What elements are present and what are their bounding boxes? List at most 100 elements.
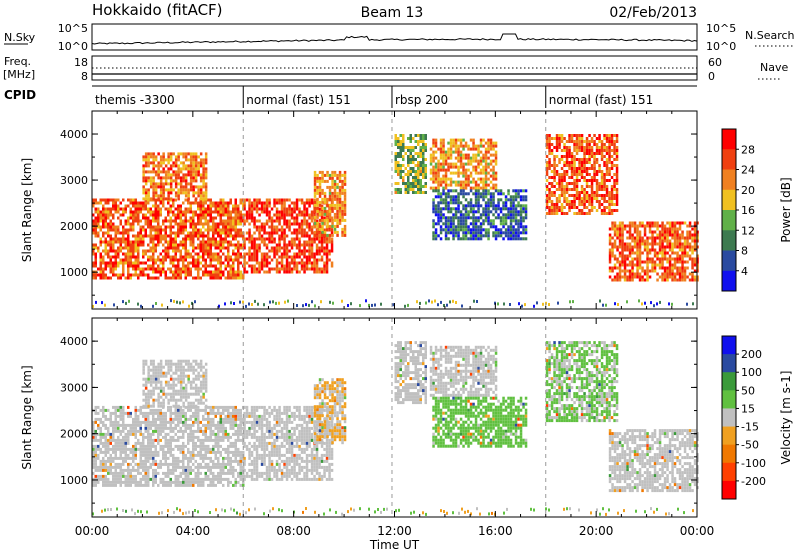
echo-cell bbox=[666, 242, 669, 246]
echo-cell bbox=[613, 245, 617, 249]
echo-cell bbox=[444, 162, 448, 166]
echo-cell bbox=[545, 197, 549, 200]
echo-cell bbox=[137, 240, 140, 244]
echo-cell bbox=[691, 263, 694, 267]
echo-cell bbox=[92, 459, 95, 463]
echo-cell bbox=[663, 269, 667, 273]
echo-cell bbox=[139, 270, 142, 274]
echo-cell bbox=[613, 278, 617, 282]
echo-cell bbox=[459, 228, 463, 232]
echo-cell bbox=[234, 243, 237, 247]
echo-cell bbox=[207, 240, 210, 244]
echo-cell bbox=[492, 213, 495, 217]
echo-cell bbox=[310, 243, 314, 247]
echo-cell bbox=[164, 252, 167, 256]
echo-cell bbox=[278, 198, 281, 202]
echo-cell bbox=[99, 468, 102, 472]
echo-cell bbox=[422, 173, 425, 176]
echo-cell bbox=[227, 252, 230, 256]
echo-cell bbox=[204, 264, 207, 268]
echo-cell bbox=[174, 270, 177, 274]
echo-cell bbox=[432, 138, 435, 142]
echo-cell bbox=[184, 152, 188, 156]
echo-cell bbox=[209, 225, 212, 229]
echo-cell bbox=[578, 158, 581, 161]
echo-cell bbox=[417, 152, 420, 155]
echo-cell bbox=[474, 228, 478, 232]
echo-cell bbox=[232, 204, 235, 208]
echo-cell bbox=[514, 219, 518, 223]
echo-cell bbox=[199, 267, 202, 271]
echo-cell bbox=[641, 278, 644, 282]
echo-cell bbox=[114, 477, 117, 481]
echo-cell bbox=[595, 170, 599, 173]
echo-cell bbox=[585, 179, 589, 182]
echo-cell bbox=[522, 210, 525, 214]
echo-cell bbox=[338, 221, 342, 225]
echo-cell bbox=[328, 206, 332, 210]
echo-cell bbox=[474, 225, 478, 229]
echo-cell bbox=[590, 209, 594, 212]
echo-cell bbox=[464, 231, 468, 235]
echo-cell bbox=[229, 273, 232, 277]
echo-cell bbox=[127, 243, 130, 247]
echo-cell bbox=[265, 237, 269, 241]
echo-cell bbox=[336, 203, 339, 207]
echo-cell bbox=[169, 204, 172, 208]
echo-cell bbox=[290, 207, 294, 211]
echo-cell bbox=[558, 161, 561, 164]
echo-cell bbox=[444, 153, 448, 157]
echo-cell bbox=[570, 167, 574, 170]
echo-cell bbox=[149, 228, 152, 232]
echo-cell bbox=[623, 272, 627, 276]
echo-cell bbox=[263, 231, 266, 235]
echo-cell bbox=[318, 222, 321, 226]
echo-cell bbox=[147, 276, 150, 280]
echo-cell bbox=[154, 170, 158, 174]
echo-cell bbox=[227, 231, 230, 235]
echo-cell bbox=[149, 222, 152, 226]
echo-cell bbox=[144, 213, 147, 217]
echo-cell bbox=[432, 225, 435, 229]
echo-cell bbox=[568, 140, 571, 143]
echo-cell bbox=[514, 237, 518, 241]
echo-cell bbox=[147, 258, 150, 262]
echo-cell bbox=[268, 198, 271, 202]
echo-cell bbox=[124, 435, 127, 439]
echo-cell bbox=[232, 225, 235, 229]
echo-cell bbox=[338, 176, 342, 180]
echo-cell bbox=[179, 204, 182, 208]
echo-cell bbox=[157, 222, 160, 226]
echo-cell bbox=[154, 234, 157, 238]
echo-cell bbox=[124, 447, 127, 451]
echo-cell bbox=[114, 441, 117, 445]
echo-cell bbox=[112, 267, 115, 271]
echo-cell bbox=[316, 176, 319, 180]
echo-cell bbox=[464, 186, 468, 190]
echo-cell bbox=[119, 231, 122, 235]
echo-cell bbox=[399, 167, 402, 170]
echo-cell bbox=[318, 212, 322, 216]
echo-cell bbox=[325, 237, 329, 241]
echo-cell bbox=[598, 164, 601, 167]
echo-cell bbox=[636, 254, 639, 258]
echo-cell bbox=[164, 255, 167, 259]
echo-cell bbox=[260, 225, 264, 229]
echo-cell bbox=[565, 197, 569, 200]
echo-cell bbox=[595, 161, 599, 164]
echo-cell bbox=[595, 197, 599, 200]
echo-cell bbox=[194, 201, 197, 205]
echo-cell bbox=[260, 228, 264, 232]
echo-cell bbox=[489, 225, 493, 229]
echo-cell bbox=[484, 213, 488, 217]
echo-cell bbox=[263, 201, 266, 205]
echo-cell bbox=[437, 213, 440, 217]
echo-cell bbox=[94, 462, 97, 466]
echo-cell bbox=[550, 149, 554, 152]
echo-cell bbox=[167, 176, 170, 180]
echo-cell bbox=[129, 201, 132, 205]
echo-cell bbox=[568, 146, 571, 149]
echo-cell bbox=[207, 273, 210, 277]
echo-cell bbox=[482, 165, 485, 169]
echo-cell bbox=[422, 140, 425, 143]
